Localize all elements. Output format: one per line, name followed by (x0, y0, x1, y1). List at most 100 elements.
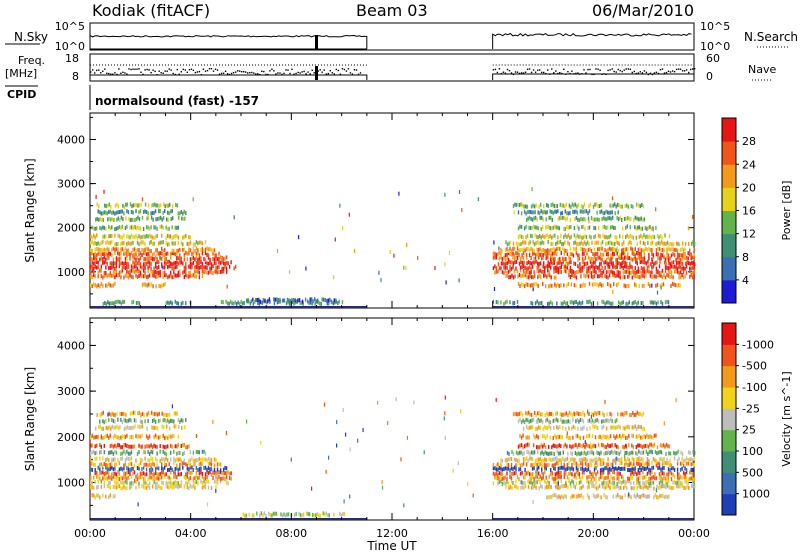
rti-cell (664, 461, 667, 466)
rti-cell (96, 260, 98, 264)
rti-cell (634, 466, 636, 471)
rti-cell (549, 226, 551, 231)
rti-cell (176, 248, 178, 253)
rti-cell (141, 444, 143, 449)
rti-cell (530, 480, 532, 485)
rti-cell (115, 268, 118, 273)
rti-cell (525, 435, 527, 440)
rti-cell (675, 261, 678, 266)
rti-cell (501, 458, 504, 463)
rti-cell (640, 467, 642, 472)
rti-cell (179, 269, 181, 274)
rti-cell (151, 419, 154, 423)
rti-cell (663, 461, 665, 465)
rti-cell (591, 411, 593, 416)
rti-cell (601, 474, 603, 479)
rti-cell (591, 434, 594, 439)
rti-cell (666, 457, 668, 462)
rti-cell (138, 217, 141, 222)
rti-cell (91, 268, 93, 273)
rti-cell (108, 247, 110, 252)
rti-cell (579, 417, 582, 422)
rti-cell (679, 248, 682, 253)
rti-cell (655, 270, 658, 274)
rti-cell (144, 256, 146, 261)
rti-cell (687, 458, 689, 462)
rti-cell (607, 275, 609, 280)
rti-cell (158, 270, 160, 275)
rti-cell (510, 466, 513, 471)
rti-cell (184, 425, 186, 430)
x-tick-label: 00:00 (678, 527, 710, 540)
rti-cell (693, 247, 695, 252)
rti-cell (151, 253, 154, 258)
rti-cell (186, 241, 188, 246)
rti-cell (262, 298, 264, 303)
rti-cell (103, 270, 105, 275)
rti-cell (212, 470, 214, 475)
rti-cell (628, 284, 630, 288)
rti-cell (120, 256, 122, 261)
rti-cell (509, 240, 511, 245)
rti-cell (176, 260, 178, 265)
rti-cell (625, 444, 627, 449)
rti-cell (561, 261, 563, 266)
rti-cell (168, 485, 170, 490)
rti-cell (150, 410, 153, 415)
rti-cell (204, 247, 207, 252)
freq-dot (496, 71, 499, 74)
rti-cell (686, 484, 688, 489)
rti-cell (534, 470, 537, 475)
rti-cell (569, 275, 572, 279)
rti-cell (162, 248, 164, 253)
rti-cell (542, 252, 544, 257)
rti-cell (667, 300, 670, 305)
rti-cell (106, 470, 108, 475)
rti-cell (617, 445, 619, 450)
rti-cell (294, 298, 296, 303)
rti-cell (161, 233, 163, 238)
rti-cell (215, 266, 217, 270)
rti-cell (154, 481, 157, 486)
rti-cell (668, 444, 671, 449)
rti-cell (525, 456, 528, 461)
rti-cell (110, 204, 112, 209)
freq-dot (681, 70, 684, 72)
rti-cell (126, 224, 128, 229)
rti-cell (665, 494, 667, 499)
rti-cell (102, 410, 104, 415)
rti-cell (649, 300, 652, 305)
rti-cell (622, 466, 624, 471)
rti-cell (123, 249, 125, 253)
rti-cell (264, 298, 266, 303)
rti-cell (616, 283, 618, 288)
rti-cell (621, 248, 623, 253)
rti-cell (129, 451, 131, 456)
x-tick-label: 08:00 (275, 527, 307, 540)
freq-dot (573, 73, 575, 75)
rti-cell (141, 420, 143, 424)
rti-cell (114, 475, 116, 480)
freq-dot (581, 73, 583, 75)
rti-cell (182, 452, 184, 456)
rti-cell (530, 450, 533, 455)
rti-cell (605, 274, 608, 279)
rti-cell (111, 253, 113, 258)
rti-cell (108, 425, 110, 430)
rti-cell (586, 273, 588, 278)
rti-cell (534, 210, 536, 215)
rti-cell (571, 479, 573, 484)
rti-cell (124, 256, 127, 261)
rti-cell (102, 283, 104, 288)
rti-cell (501, 249, 503, 254)
rti-cell (650, 235, 653, 240)
rti-cell (605, 217, 608, 222)
rti-cell (124, 479, 127, 484)
rti-cell (212, 271, 214, 275)
rti-cell (173, 270, 175, 275)
rti-cell (687, 256, 689, 261)
rti-cell (159, 240, 161, 245)
rti-cell (653, 486, 655, 491)
rti-cell (581, 209, 583, 214)
freq-dot (601, 73, 603, 75)
